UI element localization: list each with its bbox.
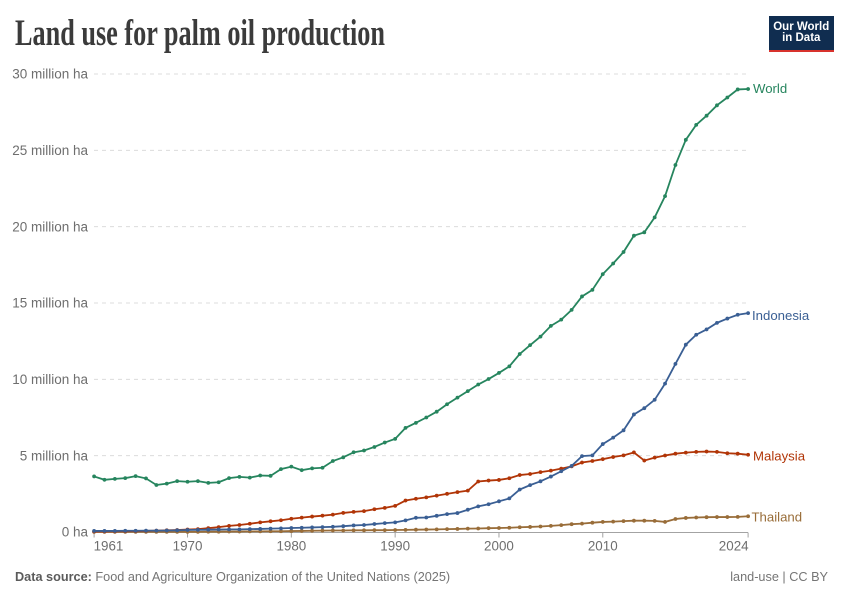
svg-text:20 million ha: 20 million ha <box>12 219 88 234</box>
svg-text:25 million ha: 25 million ha <box>12 143 88 158</box>
svg-text:Indonesia: Indonesia <box>752 308 810 323</box>
svg-text:Thailand: Thailand <box>752 510 803 525</box>
svg-text:2000: 2000 <box>484 538 514 553</box>
svg-text:1990: 1990 <box>380 538 410 553</box>
svg-text:Malaysia: Malaysia <box>753 449 806 464</box>
svg-text:2010: 2010 <box>588 538 618 553</box>
svg-text:15 million ha: 15 million ha <box>12 296 88 311</box>
svg-text:0 ha: 0 ha <box>62 525 89 540</box>
svg-text:10 million ha: 10 million ha <box>12 372 88 387</box>
svg-text:5 million ha: 5 million ha <box>20 448 89 463</box>
svg-text:2024: 2024 <box>719 538 749 553</box>
svg-text:1980: 1980 <box>276 538 306 553</box>
svg-text:1970: 1970 <box>173 538 203 553</box>
svg-text:30 million ha: 30 million ha <box>12 67 88 82</box>
svg-text:1961: 1961 <box>94 538 124 553</box>
svg-text:World: World <box>753 81 787 96</box>
